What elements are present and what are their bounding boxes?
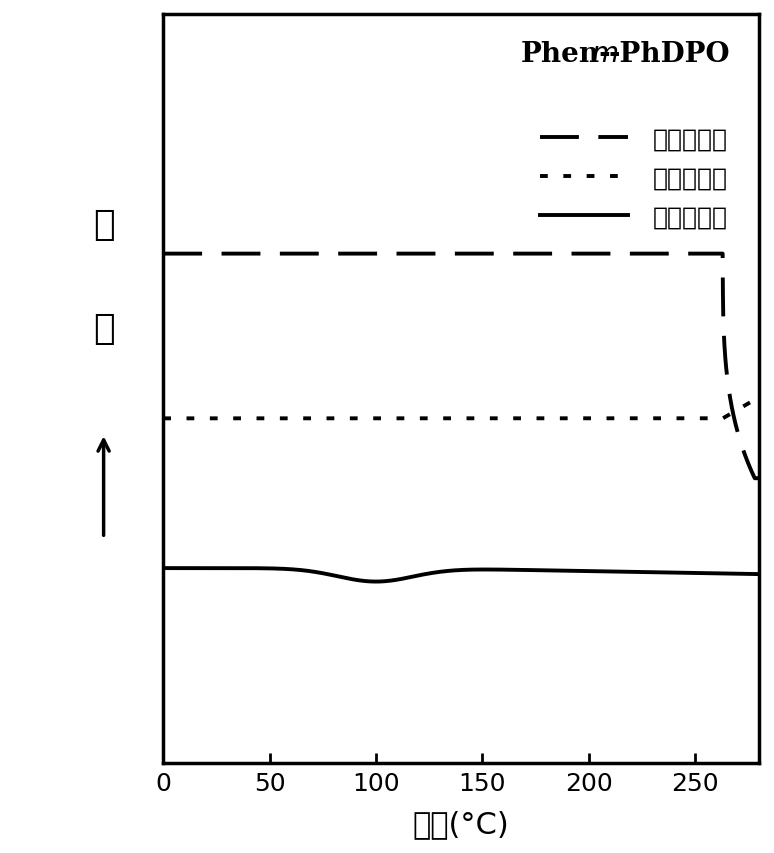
Text: Phen-: Phen- — [521, 41, 611, 68]
Text: -PhDPO: -PhDPO — [609, 41, 731, 68]
Text: 放: 放 — [93, 207, 115, 241]
Text: 热: 热 — [93, 312, 115, 346]
Text: $m$: $m$ — [591, 41, 618, 68]
X-axis label: 温度(°C): 温度(°C) — [413, 809, 509, 838]
Legend: 第一轮加热, 第一轮降温, 第二轮加热: 第一轮加热, 第一轮降温, 第二轮加热 — [530, 117, 738, 239]
